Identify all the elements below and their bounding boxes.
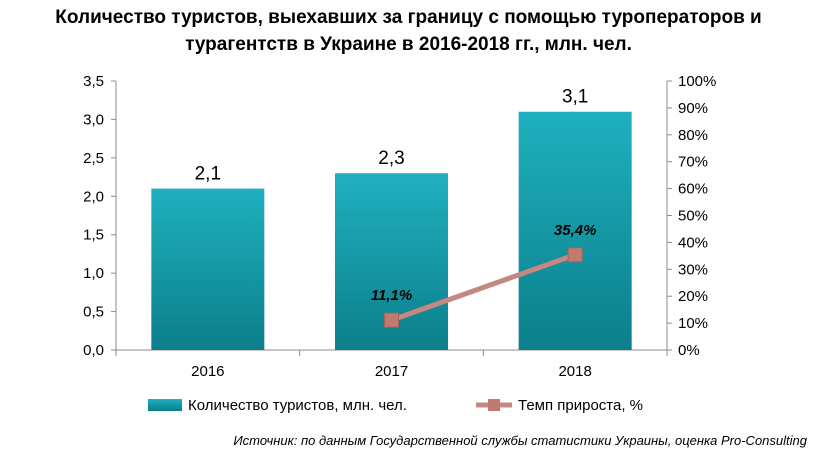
bar-data-label: 2,3 (378, 148, 404, 169)
y-left-tick-label: 2,5 (83, 150, 104, 167)
y-left-tick-label: 3,0 (83, 111, 104, 128)
bar-data-label: 2,1 (195, 164, 221, 185)
legend-bar-swatch (148, 399, 182, 411)
y-right-tick-label: 40% (678, 234, 708, 251)
legend-line-label: Темп прироста, % (518, 397, 643, 414)
x-tick-label: 2017 (375, 363, 408, 380)
y-right-tick-label: 0% (678, 342, 700, 359)
y-right-tick-label: 80% (678, 127, 708, 144)
y-right-tick-label: 20% (678, 288, 708, 305)
y-left-tick-label: 0,0 (83, 342, 104, 359)
line-data-label: 11,1% (371, 287, 412, 304)
y-right-tick-label: 90% (678, 100, 708, 117)
x-tick-label: 2016 (191, 363, 224, 380)
y-right-tick-label: 30% (678, 261, 708, 278)
legend-line-marker (488, 399, 500, 411)
bar (518, 111, 632, 350)
axes: 0,0 0,5 1,0 1,5 2,0 2,5 3,0 3,5 0% 10% 20% 30% 40% 50… (83, 73, 716, 380)
y-left-tick-label: 2,0 (83, 188, 104, 205)
bars: 2,1 2,3 3,1 (151, 87, 632, 350)
chart-title-line-2: турагентств в Украине в 2016-2018 гг., м… (185, 34, 632, 55)
source-note: Источник: по данным Государственной служ… (233, 433, 807, 448)
y-right-tick-label: 10% (678, 315, 708, 332)
line-data-label: 35,4% (554, 222, 597, 239)
x-tick-label: 2018 (558, 363, 591, 380)
line-point (567, 247, 583, 263)
y-right-tick-label: 60% (678, 181, 708, 198)
y-right-tick-label: 100% (678, 73, 716, 90)
y-left-tick-label: 1,0 (83, 265, 104, 282)
chart-title-line-1: Количество туристов, выехавших за границ… (55, 7, 762, 28)
line-point (384, 312, 399, 328)
y-left-tick-label: 1,5 (83, 227, 104, 244)
chart-title: Количество туристов, выехавших за границ… (0, 4, 817, 58)
bar (151, 188, 265, 350)
legend: Количество туристов, млн. чел. Темп приро… (148, 397, 643, 414)
y-left-tick-label: 3,5 (83, 73, 104, 90)
bar-data-label: 3,1 (562, 87, 588, 108)
y-right-tick-label: 50% (678, 208, 708, 225)
y-right-tick-label: 70% (678, 154, 708, 171)
growth-line: 11,1% 35,4% (371, 222, 597, 328)
y-left-tick-label: 0,5 (83, 304, 104, 321)
legend-bar-label: Количество туристов, млн. чел. (188, 397, 407, 414)
growth-line-path (390, 252, 577, 323)
